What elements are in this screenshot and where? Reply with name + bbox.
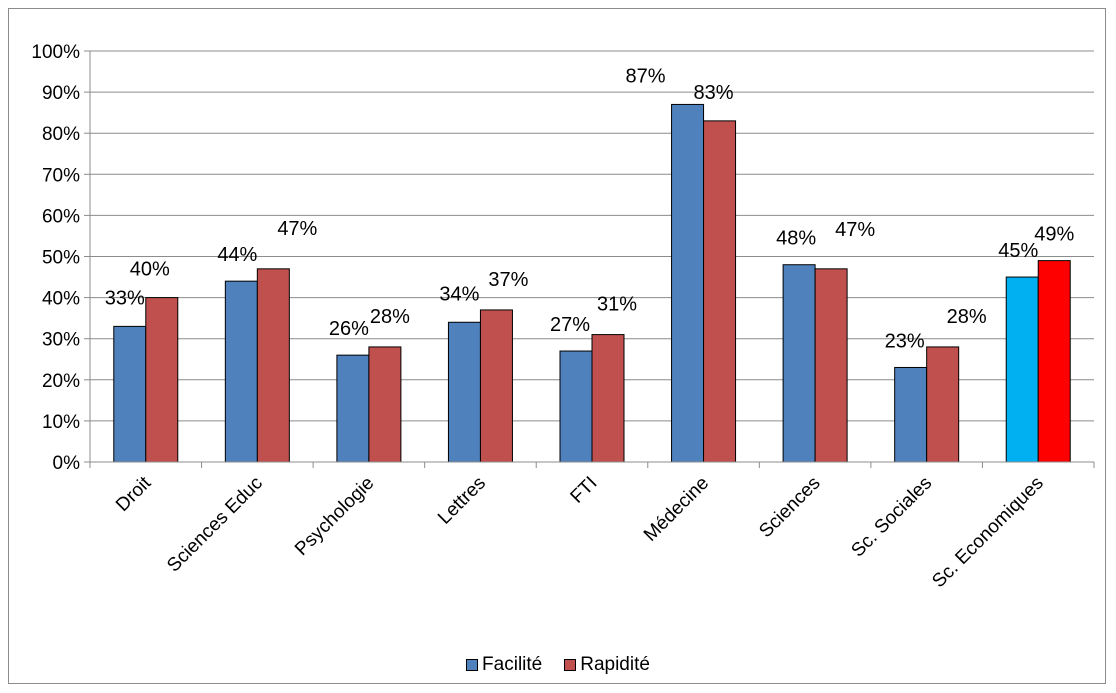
data-label: 40% — [130, 259, 170, 281]
data-labels: 33%40%44%47%26%28%34%37%27%31%87%83%48% 4… — [105, 65, 1075, 352]
y-tick-label: 10% — [42, 412, 80, 433]
data-label: 26% — [329, 318, 369, 340]
legend: Facilité Rapidité — [0, 650, 1116, 680]
bar-rapidite — [256, 268, 290, 463]
bar-facilite — [559, 350, 593, 463]
bar-rapidite — [1037, 260, 1071, 463]
bar-rapidite — [145, 297, 179, 463]
data-label: 23% — [885, 330, 925, 352]
bar-facilite — [336, 354, 370, 463]
bar-facilite — [1005, 276, 1039, 463]
x-tick-label: Lettres — [434, 473, 490, 529]
x-tick-label: Sciences — [755, 473, 824, 542]
y-tick-label: 40% — [42, 289, 80, 310]
chart-frame — [8, 8, 1106, 684]
legend-swatch-facilite — [466, 659, 479, 671]
y-tick-label: 0% — [53, 453, 81, 474]
data-label: 37% — [488, 269, 528, 291]
legend-item-facilite: Facilité — [466, 654, 542, 676]
bars — [113, 103, 1071, 463]
x-tick-label: Droit — [112, 472, 156, 516]
y-tick-label: 90% — [42, 83, 80, 104]
bar-rapidite — [703, 120, 737, 463]
bar-facilite — [671, 103, 705, 463]
x-tick-label: Sc. Sociales — [847, 473, 936, 562]
x-tick-label: Psychologie — [291, 473, 378, 560]
bar-facilite — [113, 325, 147, 463]
data-label: 28% — [370, 306, 410, 328]
bar-facilite — [894, 366, 928, 463]
data-label: 48% — [776, 228, 816, 250]
bar-rapidite — [814, 268, 848, 463]
x-tick-label: Sc. Economiques — [928, 473, 1047, 592]
legend-item-rapidite: Rapidité — [564, 654, 650, 676]
data-label: 83% — [694, 82, 734, 104]
bar-rapidite — [926, 346, 960, 463]
data-label: 49% — [1034, 224, 1074, 246]
y-tick-label: 100% — [31, 42, 80, 63]
data-label: 87% — [626, 65, 666, 87]
data-label: 45% — [998, 240, 1038, 262]
legend-label-rapidite: Rapidité — [580, 654, 650, 675]
x-tick-label: Sciences Educ — [163, 473, 267, 577]
data-label: 27% — [550, 314, 590, 336]
bar-rapidite — [479, 309, 513, 463]
legend-swatch-rapidite — [564, 659, 577, 671]
bar-rapidite — [368, 346, 402, 463]
data-label: 34% — [439, 283, 479, 305]
bar-facilite — [447, 321, 481, 463]
y-tick-label: 30% — [42, 330, 80, 351]
y-tick-label: 70% — [42, 165, 80, 186]
data-label: 28% — [947, 306, 987, 328]
bar-facilite — [224, 280, 258, 463]
data-label: 33% — [105, 287, 145, 309]
x-tick-label: Médecine — [640, 473, 713, 546]
data-label: 47% — [835, 219, 875, 241]
data-label: 44% — [217, 244, 257, 266]
x-tick-label: FTI — [567, 473, 602, 508]
bar-facilite — [782, 264, 816, 463]
data-label: 47% — [277, 218, 317, 240]
bar-rapidite — [591, 334, 625, 463]
y-tick-label: 20% — [42, 371, 80, 392]
y-tick-label: 60% — [42, 206, 80, 227]
y-tick-label: 80% — [42, 124, 80, 145]
data-label: 31% — [597, 294, 637, 316]
legend-label-facilite: Facilité — [482, 654, 543, 675]
y-tick-label: 50% — [42, 248, 80, 269]
